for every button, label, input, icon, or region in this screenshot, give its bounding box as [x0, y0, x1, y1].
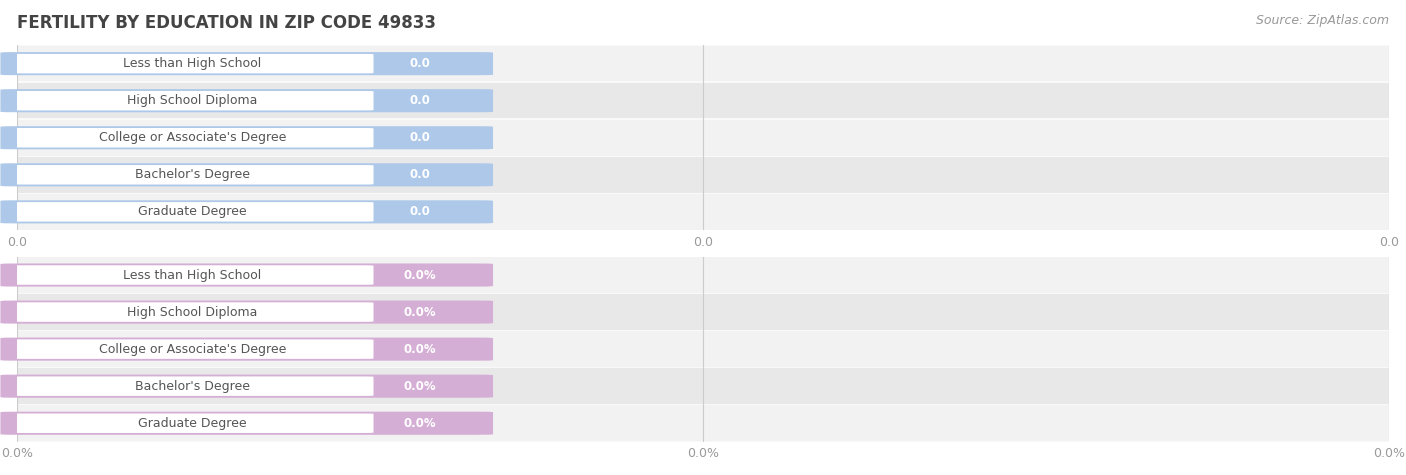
FancyBboxPatch shape [17, 83, 1389, 118]
Text: Graduate Degree: Graduate Degree [138, 205, 247, 218]
FancyBboxPatch shape [17, 194, 1389, 229]
FancyBboxPatch shape [0, 89, 494, 112]
Text: 0.0%: 0.0% [404, 417, 436, 430]
FancyBboxPatch shape [11, 54, 374, 74]
Text: 0.0%: 0.0% [404, 342, 436, 356]
Text: Less than High School: Less than High School [124, 57, 262, 70]
FancyBboxPatch shape [11, 339, 374, 359]
FancyBboxPatch shape [17, 46, 1389, 81]
FancyBboxPatch shape [17, 120, 1389, 155]
FancyBboxPatch shape [0, 301, 494, 323]
Text: 0.0: 0.0 [409, 94, 430, 107]
Text: 0.0: 0.0 [409, 205, 430, 218]
FancyBboxPatch shape [0, 412, 494, 435]
FancyBboxPatch shape [11, 165, 374, 185]
Text: College or Associate's Degree: College or Associate's Degree [98, 342, 287, 356]
FancyBboxPatch shape [17, 294, 1389, 330]
FancyBboxPatch shape [17, 157, 1389, 192]
FancyBboxPatch shape [17, 332, 1389, 367]
FancyBboxPatch shape [11, 413, 374, 433]
FancyBboxPatch shape [11, 202, 374, 222]
FancyBboxPatch shape [17, 257, 1389, 293]
FancyBboxPatch shape [0, 375, 494, 398]
Text: 0.0%: 0.0% [404, 268, 436, 282]
FancyBboxPatch shape [11, 91, 374, 111]
FancyBboxPatch shape [0, 126, 494, 149]
Text: High School Diploma: High School Diploma [128, 305, 257, 319]
Text: Bachelor's Degree: Bachelor's Degree [135, 168, 250, 181]
FancyBboxPatch shape [0, 200, 494, 223]
FancyBboxPatch shape [11, 128, 374, 148]
Text: FERTILITY BY EDUCATION IN ZIP CODE 49833: FERTILITY BY EDUCATION IN ZIP CODE 49833 [17, 14, 436, 32]
FancyBboxPatch shape [0, 264, 494, 286]
FancyBboxPatch shape [11, 376, 374, 396]
Text: 0.0: 0.0 [409, 57, 430, 70]
Text: Bachelor's Degree: Bachelor's Degree [135, 380, 250, 393]
Text: High School Diploma: High School Diploma [128, 94, 257, 107]
FancyBboxPatch shape [11, 302, 374, 322]
Text: College or Associate's Degree: College or Associate's Degree [98, 131, 287, 144]
FancyBboxPatch shape [17, 369, 1389, 404]
Text: 0.0: 0.0 [409, 168, 430, 181]
FancyBboxPatch shape [0, 52, 494, 75]
Text: Graduate Degree: Graduate Degree [138, 417, 247, 430]
Text: 0.0%: 0.0% [404, 380, 436, 393]
FancyBboxPatch shape [17, 406, 1389, 441]
Text: Less than High School: Less than High School [124, 268, 262, 282]
Text: Source: ZipAtlas.com: Source: ZipAtlas.com [1256, 14, 1389, 27]
Text: 0.0: 0.0 [409, 131, 430, 144]
FancyBboxPatch shape [0, 338, 494, 361]
FancyBboxPatch shape [0, 163, 494, 186]
Text: 0.0%: 0.0% [404, 305, 436, 319]
FancyBboxPatch shape [11, 265, 374, 285]
